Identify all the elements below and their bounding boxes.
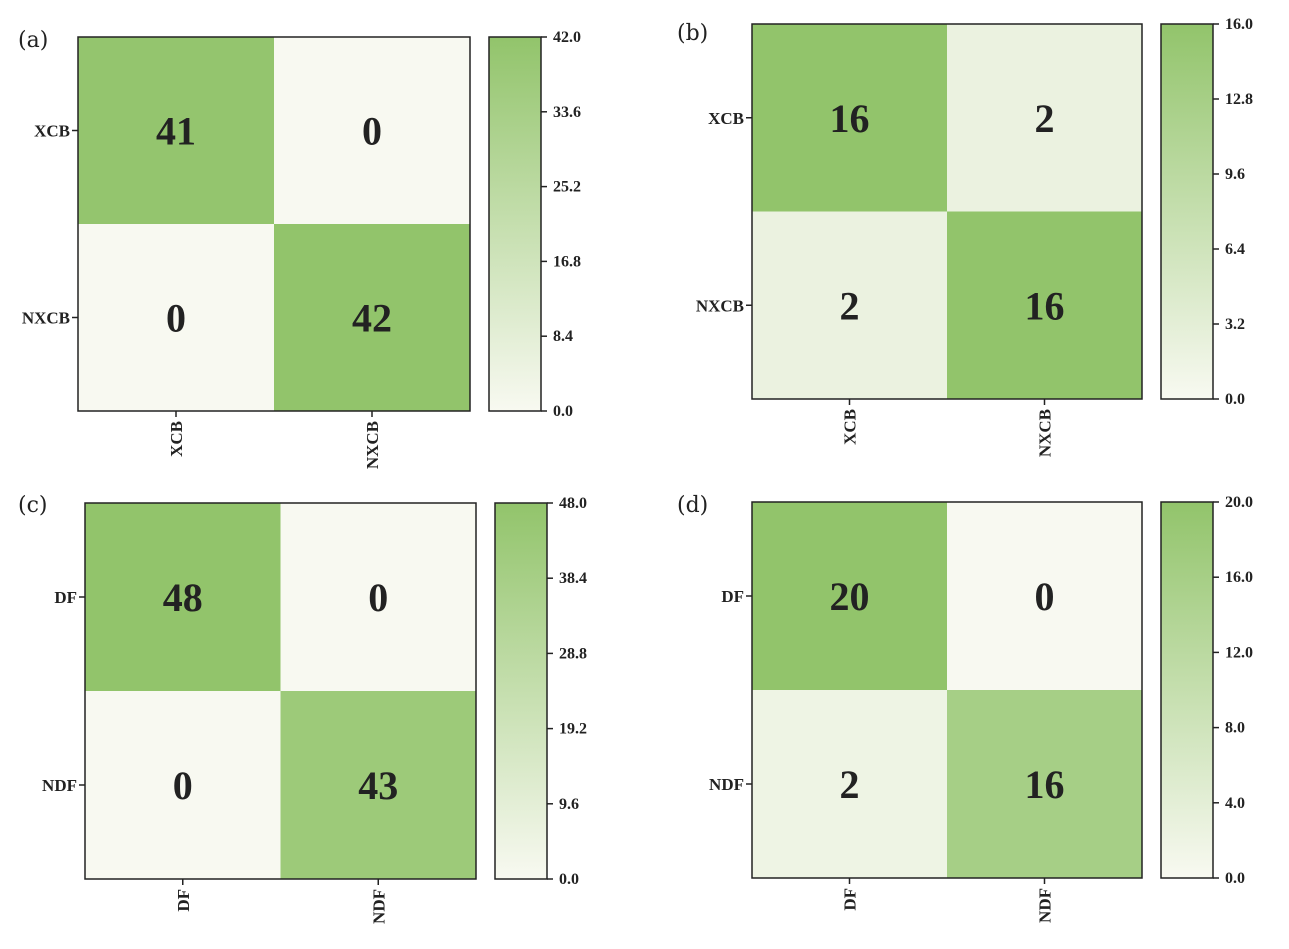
x-tick-label: NXCB [363,421,382,469]
colorbar-tick-label: 19.2 [559,721,587,738]
x-tick-label: NDF [369,889,388,924]
x-tick-label: NDF [1036,888,1055,923]
colorbar-tick-label: 16.0 [1225,569,1253,586]
y-tick-label: NXCB [696,296,744,315]
heatmap-cell [947,502,1142,690]
y-tick-label: NXCB [22,309,70,328]
heatmap-cell [274,224,470,411]
heatmap-cell [947,24,1142,212]
panel-letter: (d) [677,493,708,518]
cell-value-label: 0 [166,296,186,341]
cell-value-label: 42 [352,296,392,341]
x-tick-label: DF [841,888,860,911]
colorbar [495,503,547,879]
cell-value-label: 0 [1035,574,1055,619]
cell-value-label: 16 [1025,283,1065,328]
colorbar-tick-label: 0.0 [1225,870,1245,887]
heatmap-frame [77,36,471,412]
colorbar-tick-label: 12.8 [1225,91,1253,108]
heatmap-cell [85,503,281,691]
colorbar-tick-label: 42.0 [553,29,581,46]
heatmap-cell [280,691,476,879]
cell-value-label: 0 [173,763,193,808]
cell-value-label: 0 [362,109,382,154]
colorbar-tick-label: 12.0 [1225,644,1253,661]
heatmap-cell [947,211,1142,399]
heatmap-cell [78,224,274,411]
colorbar-frame [488,36,542,412]
panel-letter: (c) [18,493,48,518]
cell-value-label: 41 [156,109,196,154]
heatmap-cell [85,691,281,879]
cell-value-label: 20 [830,574,870,619]
x-tick-label: XCB [167,421,186,457]
cell-value-label: 2 [1035,96,1055,141]
x-tick-label: NXCB [1036,409,1055,457]
colorbar-frame [494,502,548,880]
cell-value-label: 48 [163,575,203,620]
heatmap-frame [751,501,1143,879]
colorbar-tick-label: 16.8 [553,253,581,270]
colorbar-tick-label: 0.0 [1225,391,1245,408]
colorbar [1161,24,1213,399]
y-tick-label: NDF [709,775,744,794]
colorbar-tick-label: 3.2 [1225,316,1245,333]
colorbar-tick-label: 33.6 [553,104,581,121]
cell-value-label: 2 [840,283,860,328]
colorbar-frame [1160,23,1214,400]
colorbar-tick-label: 8.0 [1225,720,1245,737]
colorbar-tick-label: 25.2 [553,179,581,196]
cell-value-label: 43 [358,763,398,808]
panel-d: (d) 20 0 2 16 DF NDF DF NDF 0.0 4.0 8.0 12.0 16.0 20.0 [677,493,1253,923]
cell-value-label: 16 [1025,762,1065,807]
cell-value-label: 16 [830,96,870,141]
heatmap-cell [752,211,947,399]
cell-value-label: 2 [840,762,860,807]
colorbar-tick-label: 9.6 [1225,166,1245,183]
colorbar-tick-label: 0.0 [559,871,579,888]
colorbar-tick-label: 9.6 [559,796,579,813]
heatmap-cell [752,24,947,212]
heatmap-cell [752,502,947,690]
panel-b: (b) 16 2 2 16 XCB NXCB XCB NXCB 0.0 3.2 6.4 9.6 12.8 1… [677,16,1253,457]
colorbar-tick-label: 4.0 [1225,795,1245,812]
heatmap-frame [751,23,1143,400]
colorbar-tick-label: 48.0 [559,495,587,512]
x-tick-label: DF [174,889,193,912]
colorbar-tick-label: 8.4 [553,328,573,345]
y-tick-label: XCB [708,109,744,128]
colorbar [1161,502,1213,878]
heatmap-cell [947,690,1142,878]
heatmap-cell [78,37,274,224]
colorbar [489,37,541,411]
y-tick-label: DF [721,587,744,606]
colorbar-tick-label: 16.0 [1225,16,1253,33]
colorbar-frame [1160,501,1214,879]
y-tick-label: XCB [34,122,70,141]
heatmap-frame [84,502,477,880]
x-tick-label: XCB [841,409,860,445]
colorbar-tick-label: 0.0 [553,403,573,420]
heatmap-cell [752,690,947,878]
y-tick-label: NDF [42,776,77,795]
y-tick-label: DF [54,588,77,607]
panel-c: (c) 48 0 0 43 DF NDF DF NDF 0.0 9.6 19.2 28.8 38.4 48.… [18,493,587,924]
colorbar-tick-label: 38.4 [559,570,587,587]
colorbar-tick-label: 6.4 [1225,241,1245,258]
panel-a: (a) 41 0 0 42 XCB NXCB XCB NXCB 0.0 8.4 16.8 25.2 33.… [18,28,581,469]
colorbar-tick-label: 28.8 [559,645,587,662]
panel-letter: (a) [18,28,48,53]
cell-value-label: 0 [368,575,388,620]
panel-letter: (b) [677,21,708,46]
heatmap-cell [274,37,470,224]
heatmap-cell [280,503,476,691]
colorbar-tick-label: 20.0 [1225,494,1253,511]
